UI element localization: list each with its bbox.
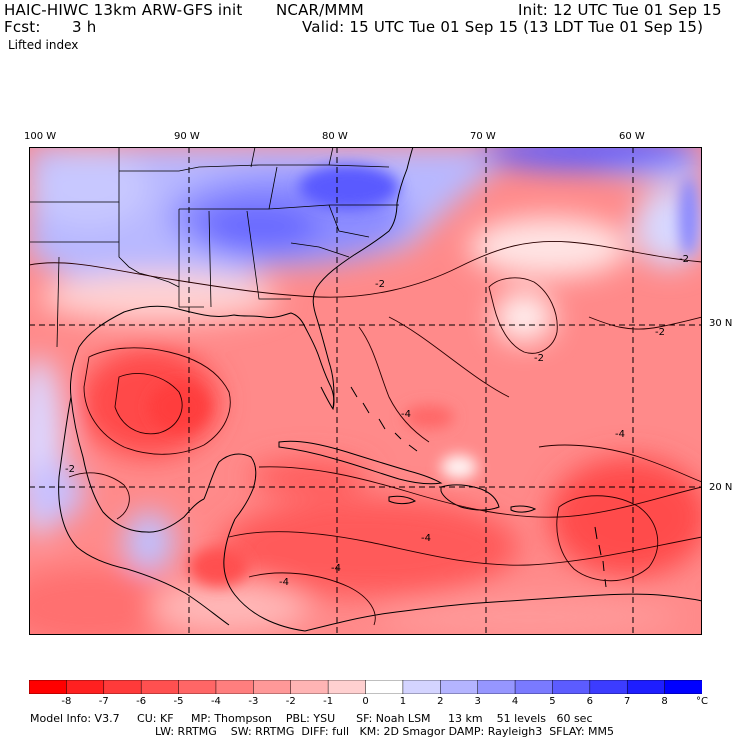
field-shading — [29, 147, 702, 635]
contour-labels: -2 -2 -2 -2 -4 -4 -4 -4 -4 -2 — [65, 254, 689, 588]
lat-label-20n: 20 N — [709, 482, 733, 493]
color-swatch — [103, 680, 142, 694]
color-swatch — [215, 680, 255, 694]
color-swatch — [253, 680, 292, 694]
color-scale-tick-label: -3 — [248, 696, 259, 707]
color-swatch — [290, 680, 329, 694]
color-swatch — [66, 680, 105, 694]
color-scale-tick-label: -2 — [285, 696, 296, 707]
lon-label-100w: 100 W — [24, 131, 57, 142]
init-time: Init: 12 UTC Tue 01 Sep 15 — [518, 1, 722, 19]
color-scale-tick-label: -6 — [136, 696, 147, 707]
color-scale-tick-label: 1 — [399, 696, 407, 707]
lifted-index-map: -2 -2 -2 -2 -4 -4 -4 -4 -4 -2 — [29, 147, 702, 635]
color-scale-tick-label: 4 — [511, 696, 519, 707]
color-scale-tick-label: -7 — [98, 696, 109, 707]
color-swatch — [29, 680, 68, 694]
lat-label-30n: 30 N — [709, 318, 733, 329]
contour-label: -4 — [615, 429, 625, 440]
forecast-hour: 3 h — [72, 18, 97, 36]
map-frame — [29, 147, 702, 635]
contour-label: -4 — [401, 409, 411, 420]
contour-label: -2 — [534, 353, 544, 364]
contour-lines — [29, 241, 702, 626]
color-swatch — [327, 680, 367, 694]
contour-label: -2 — [375, 279, 385, 290]
color-swatch — [514, 680, 554, 694]
organization-label: NCAR/MMM — [276, 1, 364, 19]
color-swatch — [664, 680, 702, 694]
contour-label: -2 — [679, 254, 689, 265]
color-scale-tick-label: -4 — [210, 696, 221, 707]
color-scale-tick-label: -5 — [173, 696, 184, 707]
contour-label: -4 — [331, 563, 341, 574]
model-info-line-2: LW: RRTMG SW: RRTMG DIFF: full KM: 2D Sm… — [155, 725, 615, 738]
coastlines — [58, 147, 702, 632]
color-scale-tick-label: 5 — [549, 696, 556, 707]
lat-lon-grid — [29, 147, 702, 635]
field-detail — [149, 165, 699, 587]
color-swatch — [477, 680, 516, 694]
lon-label-80w: 80 W — [322, 131, 348, 142]
model-title: HAIC-HIWC 13km ARW-GFS init — [4, 1, 243, 19]
model-info-line-1: Model Info: V3.7 CU: KF MP: Thompson PBL… — [30, 712, 593, 725]
state-borders — [29, 147, 399, 348]
color-scale-tick-label: 6 — [586, 696, 594, 707]
color-scale-tick-label: -8 — [61, 696, 72, 707]
contour-label: -4 — [421, 533, 431, 544]
lon-label-60w: 60 W — [619, 131, 645, 142]
color-swatch — [626, 680, 666, 694]
contour-label: -2 — [65, 464, 75, 475]
lon-label-90w: 90 W — [174, 131, 200, 142]
color-swatch — [552, 680, 591, 694]
field-name: Lifted index — [8, 38, 79, 52]
lon-label-70w: 70 W — [470, 131, 496, 142]
contour-label: -4 — [279, 577, 289, 588]
color-swatch — [365, 680, 404, 694]
color-swatch — [140, 680, 180, 694]
color-scale-tick-label: -1 — [323, 696, 334, 707]
color-scale-tick-label: 2 — [437, 696, 444, 707]
color-scale-tick-label: 0 — [362, 696, 369, 707]
color-swatch — [402, 680, 442, 694]
color-swatch — [440, 680, 479, 694]
color-scale-tick-label: 7 — [624, 696, 631, 707]
color-swatch — [589, 680, 628, 694]
color-scale-tick-label: 3 — [474, 696, 481, 707]
color-swatch — [178, 680, 217, 694]
color-scale-tick-label: 8 — [661, 696, 668, 707]
unit-label: °C — [696, 696, 708, 707]
forecast-label: Fcst: — [4, 18, 41, 36]
color-scale-bar — [29, 680, 702, 694]
valid-time: Valid: 15 UTC Tue 01 Sep 15 (13 LDT Tue … — [302, 18, 704, 36]
contour-label: -2 — [655, 327, 665, 338]
